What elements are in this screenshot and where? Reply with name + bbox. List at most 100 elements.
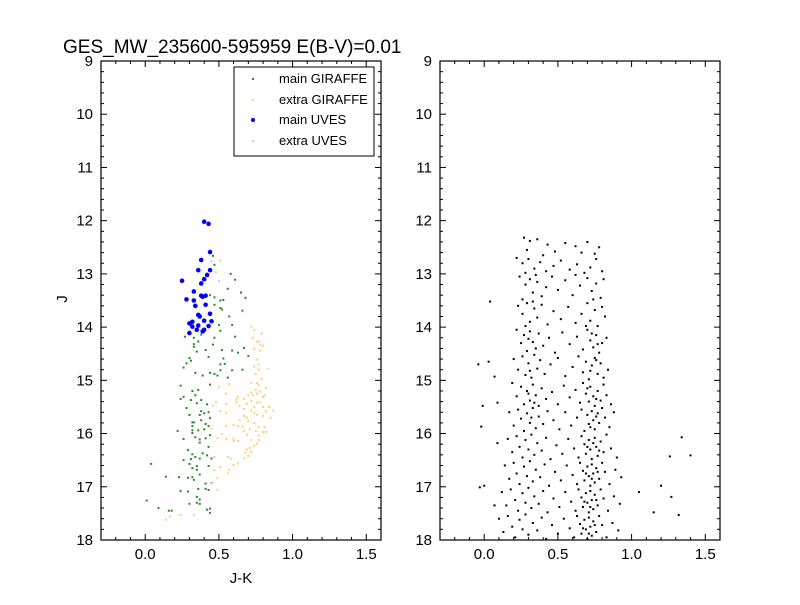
data-point (225, 392, 228, 395)
data-point (580, 408, 583, 411)
data-point (188, 502, 191, 505)
y-tick-label: 17 (415, 479, 432, 496)
data-point (184, 335, 186, 338)
data-point (195, 495, 198, 498)
data-point (222, 298, 225, 301)
data-point (256, 381, 259, 384)
data-point (207, 488, 210, 491)
data-point (593, 428, 596, 431)
data-point (219, 306, 222, 309)
data-point (587, 378, 590, 381)
data-point (549, 363, 552, 366)
legend-label: extra UVES (279, 133, 347, 148)
chart-title: GES_MW_235600-595959 E(B-V)=0.01 (63, 37, 402, 58)
data-point (157, 507, 160, 510)
data-point (542, 254, 545, 257)
legend-entry-extra-uves: extra UVES (252, 133, 347, 148)
data-point (253, 347, 256, 350)
data-point (191, 389, 194, 392)
data-point (549, 458, 552, 461)
data-point (191, 421, 194, 424)
data-point (525, 389, 528, 392)
data-point (556, 356, 559, 359)
data-point (191, 425, 194, 428)
data-point (605, 536, 608, 539)
data-point (189, 399, 192, 402)
data-point (207, 425, 210, 428)
data-point (253, 405, 256, 408)
data-point (586, 328, 589, 331)
data-point (195, 402, 198, 405)
data-point (259, 343, 262, 346)
data-point (186, 490, 189, 493)
data-point (260, 377, 263, 380)
plot-frame (439, 60, 721, 541)
data-point (540, 387, 543, 390)
data-point (579, 401, 581, 404)
data-point (235, 398, 238, 401)
data-point (237, 351, 240, 354)
data-point (248, 428, 251, 431)
data-point (598, 515, 601, 518)
data-point (601, 305, 604, 308)
data-point (552, 310, 555, 313)
data-point (256, 392, 259, 395)
right-panel-axes: 0.0 0.5 1.0 1.5 9 10 11 12 13 14 15 16 17 18 (415, 53, 721, 563)
data-point (194, 455, 197, 458)
plot-frame (100, 60, 382, 541)
data-point (530, 416, 533, 419)
y-tick-label: 9 (85, 53, 93, 70)
data-point (574, 509, 577, 512)
data-point (219, 369, 222, 372)
data-point (179, 384, 182, 387)
data-point (571, 474, 574, 477)
data-point (509, 488, 512, 491)
data-point (581, 381, 584, 384)
data-point (548, 484, 551, 487)
data-point (598, 421, 601, 424)
data-point (216, 477, 219, 480)
data-point (508, 411, 511, 414)
data-point (540, 303, 543, 306)
y-tick-label: 18 (76, 532, 93, 549)
data-point (206, 323, 211, 329)
legend-label: main UVES (279, 112, 347, 127)
data-point (189, 359, 192, 362)
data-point (253, 421, 256, 424)
data-point (257, 434, 260, 437)
data-point (581, 371, 584, 374)
data-point (262, 395, 265, 398)
data-point (511, 525, 514, 528)
data-point (589, 426, 592, 429)
data-point (592, 346, 595, 349)
data-point (178, 476, 181, 479)
x-tick-label: 0.5 (208, 546, 229, 563)
data-point (531, 383, 534, 386)
data-point (586, 413, 589, 416)
data-point (192, 336, 195, 339)
data-point (185, 362, 188, 365)
data-point (496, 442, 499, 445)
data-point (595, 282, 598, 285)
data-point (542, 344, 545, 347)
data-point (546, 243, 549, 246)
data-point (525, 248, 528, 251)
data-point (191, 476, 194, 479)
data-point (580, 251, 583, 254)
data-point (596, 470, 599, 473)
data-point (598, 477, 601, 480)
data-point (589, 385, 592, 388)
data-point (593, 493, 596, 496)
data-point (543, 372, 546, 375)
data-point (537, 502, 540, 505)
data-point (478, 486, 481, 489)
data-point (265, 410, 268, 413)
data-point (573, 536, 576, 539)
data-point (590, 463, 593, 466)
data-point (268, 405, 270, 408)
data-point (245, 402, 248, 405)
data-point (589, 266, 592, 269)
data-point (527, 533, 530, 536)
data-point (192, 513, 195, 516)
data-point (192, 478, 195, 481)
